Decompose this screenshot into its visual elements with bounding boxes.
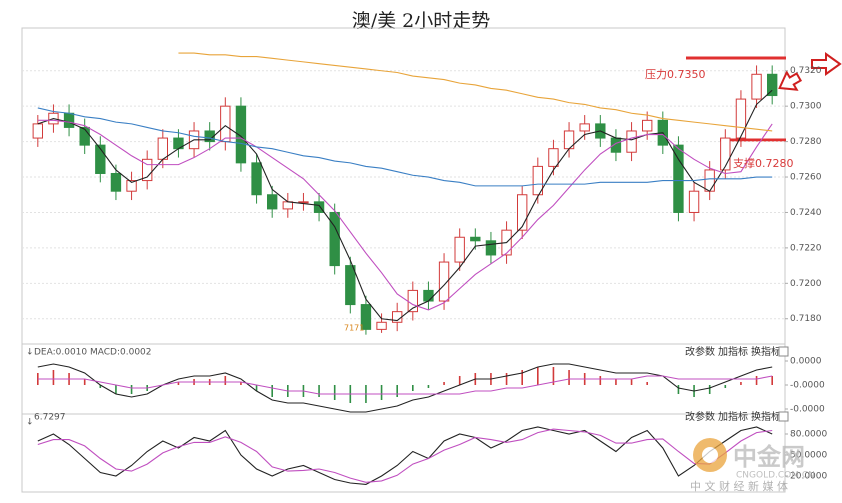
line-series [37,428,773,483]
candle-body [517,194,528,231]
panel-button[interactable]: 改参数 [685,345,715,358]
candle-body [626,130,637,153]
watermark-slogan: 中 文 财 经 新 媒 体 [690,479,788,493]
line-series [37,119,773,311]
up-arrow [778,70,803,91]
panel-button[interactable]: 改参数 [685,410,715,423]
candle-body [438,261,450,302]
candle-body [220,105,231,143]
candle-body [329,211,340,267]
candle-body [767,73,778,97]
panel-button[interactable]: 加指标 [718,410,748,423]
panel-button[interactable]: 加指标 [718,345,748,358]
y-tick-label: 0.7180 [790,314,822,324]
panel-button[interactable]: 换指标 [751,345,781,358]
candle-body [720,137,731,171]
candle-body [548,148,559,167]
candle-body [485,240,497,256]
panel-button[interactable]: 换指标 [751,410,781,423]
frame [21,27,786,493]
y-tick-label: -0.0000 [790,381,825,391]
y-tick-label: 0.7280 [790,137,822,147]
watermark-site: CNGOLD.COM.CN [736,471,815,481]
candle-body [470,236,481,242]
candle-body [142,158,153,182]
chart-title: 澳/美 2小时走势 [352,10,491,32]
candle-body [673,144,684,213]
candle-body [360,304,372,330]
candle-body [126,180,137,192]
y-tick-label: 0.7260 [790,173,822,183]
y-tick-label: 0.7200 [790,279,822,289]
candle-body [298,201,309,204]
panel-header: 6.7297 [34,413,66,423]
line-series [37,375,773,395]
candle-body [313,201,325,213]
candle-body [235,105,247,164]
candle-body [157,137,168,160]
y-tick-label: 0.7240 [790,208,822,218]
candle-body [32,123,43,139]
candle-body [110,172,122,192]
line-series [37,426,773,485]
watermark-name: 中金网 [733,443,805,471]
candle-body [376,321,387,330]
candle-body [688,190,700,213]
close-button[interactable] [778,411,789,422]
annotation: 压力0.7350 [645,68,706,81]
candle-body [704,169,715,192]
candle-body [454,236,465,263]
candle-body [579,123,590,132]
candle-body [642,119,653,132]
candle-body [751,73,762,100]
line-series [37,107,773,187]
kd-arrow: ↓ [26,418,34,428]
candle-body [79,126,90,146]
y-tick-label: 0.0000 [790,357,822,367]
candle-body [95,144,106,174]
candle-body [735,98,747,139]
right-arrow [811,52,842,76]
watermark: 中金网 CNGOLD.COM.CN 中 文 财 经 新 媒 体 [690,438,815,493]
annotation: 支撑0.7280 [733,156,794,170]
macd-arrow: ↓ [26,348,34,358]
y-tick-label: 80.0000 [790,430,827,440]
annotation: 7171 [344,324,364,333]
candle-body [423,289,434,302]
candle-body [282,201,293,210]
y-tick-label: 0.7220 [790,243,822,253]
y-tick-label: 50.0000 [790,451,827,461]
y-tick-label: 0.7320 [790,66,822,76]
y-tick-label: -0.0000 [790,405,825,415]
y-tick-label: 20.0000 [790,472,827,482]
logo-inner [702,447,718,463]
line-series [37,363,773,413]
candle-body [345,265,356,306]
y-tick-label: 0.7300 [790,102,822,112]
line-series [178,52,773,132]
panel-header: DEA:0.0010 MACD:0.0002 [34,348,152,358]
candle-body [251,162,262,196]
candle-body [267,194,278,210]
candle-body [63,112,75,128]
close-button[interactable] [778,346,789,357]
candle-body [532,165,543,196]
